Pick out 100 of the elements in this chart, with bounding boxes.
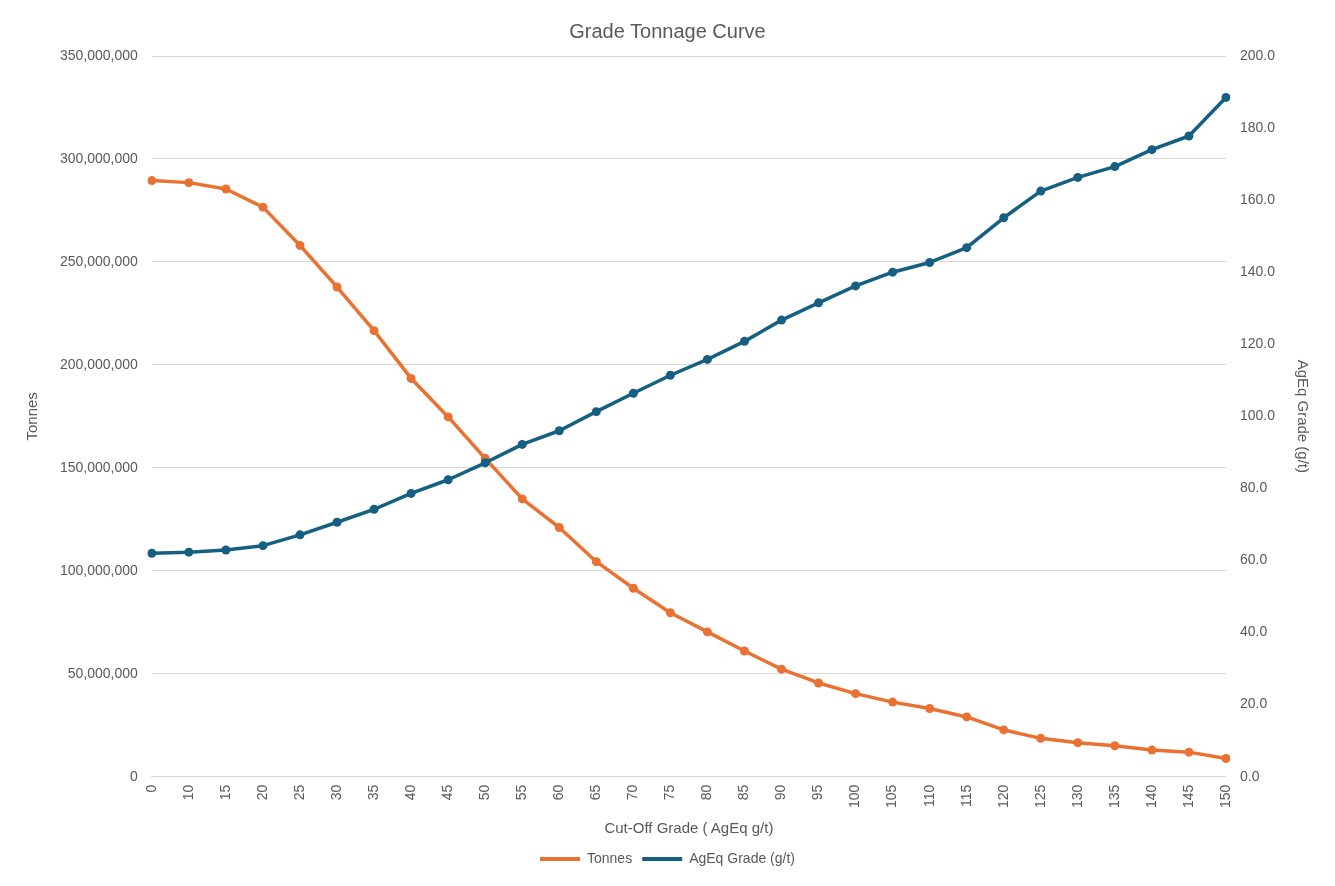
point	[962, 243, 972, 253]
point	[295, 530, 305, 540]
point	[591, 407, 601, 417]
point	[1221, 754, 1231, 764]
x-tick-label: 145	[1179, 784, 1196, 808]
x-tick-label: 35	[364, 784, 381, 801]
x-tick-label: 135	[1105, 784, 1122, 808]
x-tick-label: 100	[846, 784, 863, 808]
x-tick-label: 10	[179, 784, 196, 801]
point	[221, 545, 231, 555]
legend-label: AgEq Grade (g/t)	[689, 849, 795, 866]
y2-tick-label: 180.0	[1239, 118, 1276, 135]
legend-label: Tonnes	[587, 849, 633, 866]
point	[1073, 172, 1083, 182]
point	[999, 725, 1009, 735]
x-tick-label: 30	[327, 784, 344, 801]
x-tick-label: 55	[513, 784, 530, 801]
point	[1036, 186, 1046, 196]
point	[702, 354, 712, 364]
point	[702, 627, 712, 637]
point	[628, 583, 638, 593]
point	[258, 202, 268, 212]
point	[1073, 738, 1083, 748]
point	[406, 488, 416, 498]
y2-axis-title: AgEq Grade (g/t)	[1294, 359, 1312, 474]
x-tick-label: 105	[883, 784, 900, 808]
y2-tick-label: 0.0	[1239, 767, 1260, 784]
point	[814, 678, 824, 688]
x-tick-label: 40	[401, 784, 418, 801]
x-tick-label: 140	[1142, 784, 1159, 808]
point	[591, 557, 601, 567]
y-tick-label: 0	[130, 767, 139, 784]
point	[1110, 162, 1120, 172]
y2-tick-label: 40.0	[1239, 623, 1268, 640]
y2-tick-label: 120.0	[1239, 335, 1276, 352]
point	[554, 426, 564, 436]
point	[814, 298, 824, 308]
point	[925, 257, 935, 267]
y-tick-label: 250,000,000	[60, 252, 139, 269]
x-tick-label: 110	[920, 784, 937, 807]
y2-tick-label: 140.0	[1239, 263, 1276, 280]
point	[777, 315, 787, 325]
y-tick-label: 50,000,000	[67, 664, 139, 681]
y2-tick-label: 200.0	[1239, 46, 1276, 63]
x-tick-label: 125	[1031, 784, 1048, 808]
x-tick-label: 15	[216, 784, 233, 801]
point	[962, 712, 972, 722]
point	[925, 703, 935, 713]
point	[517, 494, 527, 504]
x-tick-label: 90	[772, 784, 789, 801]
y-tick-label: 350,000,000	[60, 46, 139, 63]
point	[443, 475, 453, 485]
x-tick-label: 65	[587, 784, 604, 801]
point	[777, 664, 787, 674]
point	[888, 697, 898, 707]
point	[517, 439, 527, 449]
x-tick-label: 20	[253, 784, 270, 801]
x-tick-label: 70	[624, 784, 641, 801]
point	[628, 388, 638, 398]
point	[739, 336, 749, 346]
y2-tick-label: 60.0	[1239, 551, 1268, 568]
point	[184, 547, 194, 557]
y-tick-label: 150,000,000	[60, 458, 139, 475]
point	[147, 548, 157, 558]
x-tick-label: 95	[809, 784, 826, 801]
point	[332, 517, 342, 527]
x-tick-label: 80	[698, 784, 715, 801]
point	[406, 373, 416, 383]
point	[369, 326, 379, 336]
point	[295, 240, 305, 250]
x-tick-label: 130	[1068, 784, 1085, 808]
y-tick-label: 300,000,000	[60, 149, 139, 166]
point	[554, 523, 564, 533]
point	[665, 608, 675, 618]
point	[1184, 131, 1194, 141]
y-tick-label: 100,000,000	[60, 561, 139, 578]
point	[1147, 745, 1157, 755]
point	[851, 281, 861, 291]
point	[369, 504, 379, 514]
point	[221, 184, 231, 194]
point	[332, 282, 342, 292]
y-tick-label: 200,000,000	[60, 355, 139, 372]
point	[1036, 733, 1046, 743]
x-tick-label: 75	[661, 784, 678, 801]
x-tick-label: 120	[994, 784, 1011, 808]
point	[1147, 145, 1157, 155]
point	[147, 176, 157, 186]
point	[1110, 741, 1120, 751]
point	[443, 412, 453, 422]
point	[851, 689, 861, 699]
x-tick-label: 60	[550, 784, 567, 801]
chart-title: Grade Tonnage Curve	[569, 19, 766, 42]
x-tick-label: 150	[1216, 784, 1233, 808]
y2-tick-label: 100.0	[1239, 407, 1276, 424]
point	[888, 267, 898, 277]
x-axis-title: Cut-Off Grade ( AgEq g/t)	[604, 819, 774, 837]
y2-tick-label: 160.0	[1239, 190, 1276, 207]
y2-tick-label: 20.0	[1239, 695, 1268, 712]
y2-tick-label: 80.0	[1239, 479, 1268, 496]
x-tick-label: 0	[142, 784, 159, 793]
